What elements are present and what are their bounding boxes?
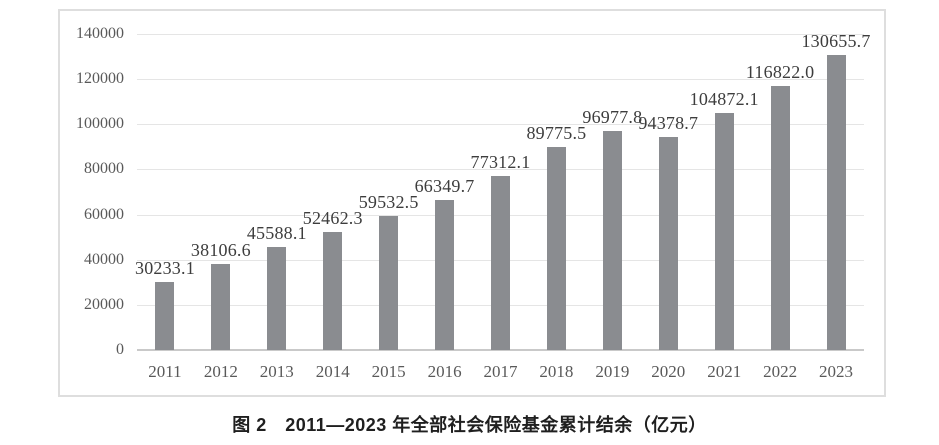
y-tick-label: 120000 bbox=[76, 70, 124, 88]
y-tick-label: 20000 bbox=[84, 295, 124, 313]
bar-value-label: 104872.1 bbox=[689, 89, 759, 110]
bar-2021 bbox=[714, 113, 734, 350]
bar-value-label: 94378.7 bbox=[638, 112, 699, 133]
bar-2022 bbox=[770, 86, 790, 350]
gridline bbox=[137, 79, 864, 81]
bar-2013 bbox=[267, 247, 287, 350]
plot-area: 30233.1 38106.6 45588.1 52462.3 59532.5 66349… bbox=[135, 32, 870, 351]
y-tick-label: 80000 bbox=[84, 160, 124, 178]
figure-caption: 图 2 2011—2023 年全部社会保险基金累计结余（亿元） bbox=[232, 415, 707, 435]
bar-value-label: 52462.3 bbox=[302, 207, 363, 228]
bar-2016 bbox=[435, 200, 455, 350]
y-tick-label: 100000 bbox=[76, 115, 124, 133]
gridline bbox=[137, 124, 864, 126]
bar-value-label: 89775.5 bbox=[526, 123, 587, 144]
bar-chart: 30233.1 38106.6 45588.1 52462.3 59532.5 66349… bbox=[58, 9, 886, 397]
bar-2011 bbox=[155, 281, 175, 350]
bar-value-label: 66349.7 bbox=[414, 176, 475, 197]
x-tick-label: 2013 bbox=[259, 362, 294, 381]
x-tick-label: 2014 bbox=[315, 362, 350, 381]
bar-value-label: 96977.8 bbox=[582, 107, 643, 128]
x-tick-label: 2017 bbox=[483, 362, 518, 381]
bar-2023 bbox=[826, 55, 846, 350]
bar-2017 bbox=[491, 175, 510, 350]
x-tick-label: 2018 bbox=[539, 362, 574, 381]
bar-value-label: 116822.0 bbox=[745, 62, 815, 83]
bar-value-label: 59532.5 bbox=[358, 191, 419, 212]
gridline bbox=[137, 34, 864, 35]
bar-2012 bbox=[211, 264, 231, 350]
y-tick-label: 40000 bbox=[84, 250, 124, 268]
bar-2019 bbox=[602, 131, 622, 350]
y-tick-label: 60000 bbox=[84, 205, 124, 223]
bar-value-label: 77312.1 bbox=[470, 151, 531, 172]
bar-2018 bbox=[546, 147, 566, 350]
x-tick-label: 2016 bbox=[427, 362, 462, 381]
x-tick-label: 2011 bbox=[148, 362, 182, 381]
y-tick-label: 140000 bbox=[76, 25, 124, 42]
x-axis-line bbox=[137, 349, 864, 351]
bar-2015 bbox=[379, 215, 399, 350]
x-tick-label: 2022 bbox=[763, 362, 798, 381]
bar-2014 bbox=[323, 231, 343, 350]
bar-value-label: 38106.6 bbox=[190, 240, 251, 260]
x-tick-label: 2012 bbox=[203, 362, 238, 381]
x-tick-label: 2023 bbox=[819, 362, 854, 381]
bar-value-label: 45588.1 bbox=[246, 223, 307, 244]
bar-2020 bbox=[658, 136, 678, 350]
bar-value-label: 130655.7 bbox=[801, 31, 871, 52]
y-tick-label: 0 bbox=[116, 341, 124, 358]
x-tick-label: 2019 bbox=[595, 362, 630, 381]
x-tick-label: 2020 bbox=[651, 362, 686, 381]
gridline bbox=[137, 169, 864, 171]
bar-value-label: 30233.1 bbox=[135, 257, 195, 278]
x-tick-label: 2015 bbox=[371, 362, 406, 381]
x-tick-label: 2021 bbox=[707, 362, 742, 381]
